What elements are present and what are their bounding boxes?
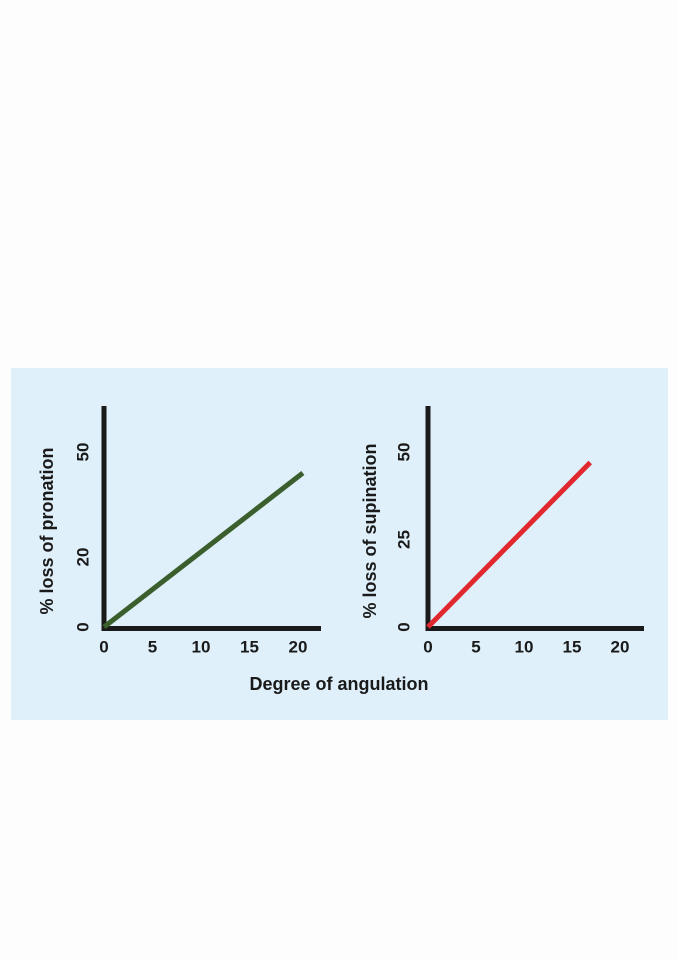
y-axis-title-pronation: % loss of pronation bbox=[37, 447, 57, 614]
y-tick-label-pronation: 0 bbox=[73, 622, 92, 631]
y-tick-label-supination: 25 bbox=[394, 530, 413, 549]
x-tick-label-supination: 20 bbox=[611, 637, 630, 656]
y-tick-label-supination: 50 bbox=[394, 443, 413, 462]
x-axis-common-title: Degree of angulation bbox=[249, 674, 429, 694]
x-tick-label-pronation: 15 bbox=[240, 637, 259, 656]
x-tick-label-supination: 15 bbox=[563, 637, 582, 656]
x-tick-label-pronation: 20 bbox=[289, 637, 308, 656]
y-tick-label-pronation: 50 bbox=[73, 443, 92, 462]
chart-supination: 0 5 10 15 20 0 25 50 % loss of supination bbox=[360, 406, 644, 656]
x-tick-label-supination: 0 bbox=[423, 637, 432, 656]
chart-pronation: 0 5 10 15 20 0 20 50 % loss of pronation bbox=[37, 406, 321, 656]
series-line-pronation bbox=[102, 471, 305, 629]
y-ticks-supination: 0 25 50 bbox=[394, 443, 413, 632]
x-ticks-pronation: 0 5 10 15 20 bbox=[99, 637, 307, 656]
x-ticks-supination: 0 5 10 15 20 bbox=[423, 637, 629, 656]
x-tick-label-supination: 5 bbox=[471, 637, 480, 656]
y-tick-label-pronation: 20 bbox=[73, 548, 92, 567]
x-tick-label-pronation: 0 bbox=[99, 637, 108, 656]
x-tick-label-pronation: 10 bbox=[192, 637, 211, 656]
x-tick-label-pronation: 5 bbox=[148, 637, 157, 656]
figure-panel bbox=[11, 368, 668, 720]
series-line-supination bbox=[426, 460, 593, 629]
y-ticks-pronation: 0 20 50 bbox=[73, 443, 92, 632]
y-axis-title-supination: % loss of supination bbox=[360, 443, 380, 618]
y-tick-label-supination: 0 bbox=[394, 622, 413, 631]
x-tick-label-supination: 10 bbox=[515, 637, 534, 656]
